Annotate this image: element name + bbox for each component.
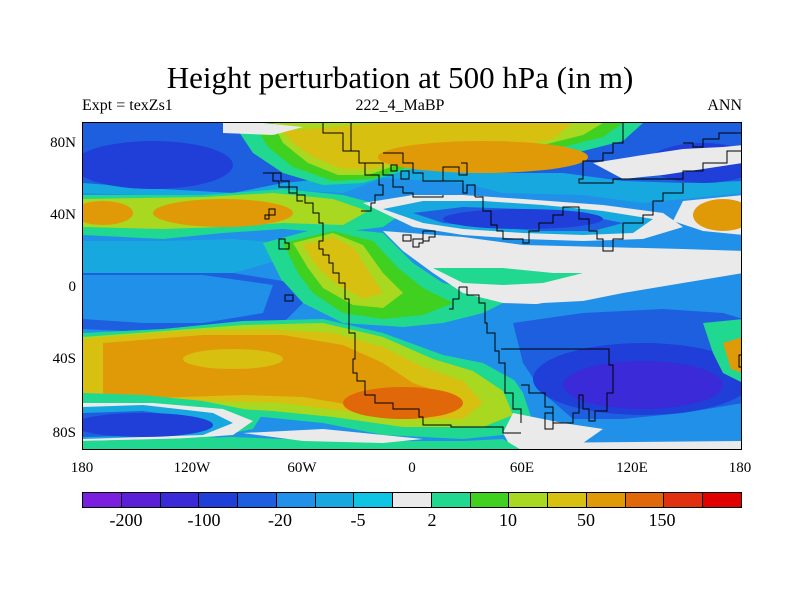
colorbar-swatch: [393, 493, 432, 507]
lon-label-120e: 120E: [616, 460, 648, 476]
colorbar-swatch: [470, 493, 510, 507]
colorbar-swatch: [431, 493, 471, 507]
lat-label-40n: 40N: [50, 207, 76, 223]
south-polar-band: [83, 429, 741, 449]
experiment-label: Expt = texZs1: [82, 97, 173, 114]
season-label: ANN: [707, 97, 742, 114]
lon-label-120w: 120W: [173, 460, 211, 476]
colorbar-swatch: [315, 493, 355, 507]
north-band: [83, 123, 741, 203]
lat-label-40s: 40S: [52, 351, 76, 367]
case-label: 222_4_MaBP: [355, 97, 445, 114]
tropical-band: [83, 227, 741, 333]
coastlines: [263, 123, 741, 434]
plot-title: Height perturbation at 500 hPa (in m): [166, 60, 634, 95]
colorbar-label-10: 10: [499, 510, 517, 530]
lat-label-80n: 80N: [50, 135, 76, 151]
colorbar-label-2: 2: [427, 510, 437, 530]
colorbar-swatch: [83, 493, 122, 507]
colorbar-swatch: [625, 493, 665, 507]
colorbar-swatch: [586, 493, 626, 507]
nh-mid-band: [83, 189, 741, 241]
colorbar-swatch: [121, 493, 161, 507]
colorbar-swatch: [509, 493, 549, 507]
colorbar-label-150: 150: [648, 510, 676, 530]
colorbar-swatch: [199, 493, 239, 507]
colorbar-swatch: [548, 493, 587, 507]
colorbar-swatch: [238, 493, 277, 507]
colorbar-label-minus5: -5: [350, 510, 366, 530]
colorbar-swatch: [664, 493, 704, 507]
colorbar-label-minus20: -20: [268, 510, 292, 530]
contour-map-svg: [83, 123, 741, 449]
lon-label-180e: 180: [728, 460, 752, 476]
colorbar-swatch: [276, 493, 316, 507]
colorbar-label-50: 50: [577, 510, 595, 530]
sh-mid-band: [83, 319, 543, 441]
colorbar-swatch: [703, 493, 742, 507]
lon-label-180w: 180: [70, 460, 94, 476]
colorbar-label-minus200: -200: [109, 510, 143, 530]
lon-label-0: 0: [408, 460, 416, 476]
colorbar-label-minus100: -100: [187, 510, 221, 530]
contour-map: [82, 122, 742, 450]
colorbar-swatch: [160, 493, 200, 507]
colorbar: [82, 492, 742, 508]
lat-label-eq: 0: [68, 279, 77, 295]
lon-label-60w: 60W: [287, 460, 317, 476]
sh-blue-region: [483, 291, 741, 449]
lat-label-80s: 80S: [52, 425, 76, 441]
lon-label-60e: 60E: [509, 460, 535, 476]
colorbar-swatch: [354, 493, 394, 507]
